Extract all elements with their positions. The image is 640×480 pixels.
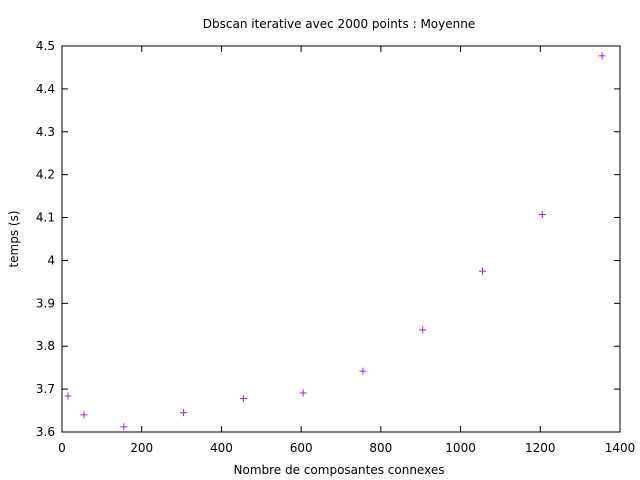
x-tick-label: 800: [369, 441, 392, 455]
x-tick-label: 1000: [445, 441, 476, 455]
x-axis-label: Nombre de composantes connexes: [234, 463, 445, 477]
y-tick-label: 4.1: [36, 211, 55, 225]
chart-title: Dbscan iterative avec 2000 points : Moye…: [203, 17, 475, 31]
data-points: [64, 52, 606, 431]
x-tick-label: 1400: [605, 441, 636, 455]
data-point: [538, 211, 546, 219]
x-tick-label: 400: [210, 441, 233, 455]
y-tick-label: 4.3: [36, 125, 55, 139]
y-tick-label: 3.9: [36, 296, 55, 310]
data-point: [299, 389, 307, 397]
x-tick-label: 0: [58, 441, 66, 455]
data-point: [359, 367, 367, 375]
data-point: [180, 409, 188, 417]
data-point: [64, 392, 72, 400]
y-tick-label: 4.5: [36, 39, 55, 53]
x-tick-label: 1200: [525, 441, 556, 455]
y-tick-label: 3.6: [36, 425, 55, 439]
x-tick-label: 600: [290, 441, 313, 455]
plot-frame: [61, 45, 621, 433]
y-tick-label: 4.4: [36, 82, 55, 96]
data-point: [598, 52, 606, 60]
y-tick-label: 3.8: [36, 339, 55, 353]
y-tick-label: 4.2: [36, 168, 55, 182]
data-point: [419, 326, 427, 334]
data-point: [80, 411, 88, 419]
y-tick-label: 3.7: [36, 382, 55, 396]
data-point: [120, 423, 128, 431]
y-tick-label: 4: [47, 253, 55, 267]
data-point: [478, 267, 486, 275]
data-point: [239, 395, 247, 403]
y-axis-label: temps (s): [7, 210, 21, 267]
axis-ticks: 0 200 400 600 800 1000 1200 1400 3.6 3.7 3.8 3.9 4 4.…: [36, 39, 635, 455]
x-tick-label: 200: [130, 441, 153, 455]
